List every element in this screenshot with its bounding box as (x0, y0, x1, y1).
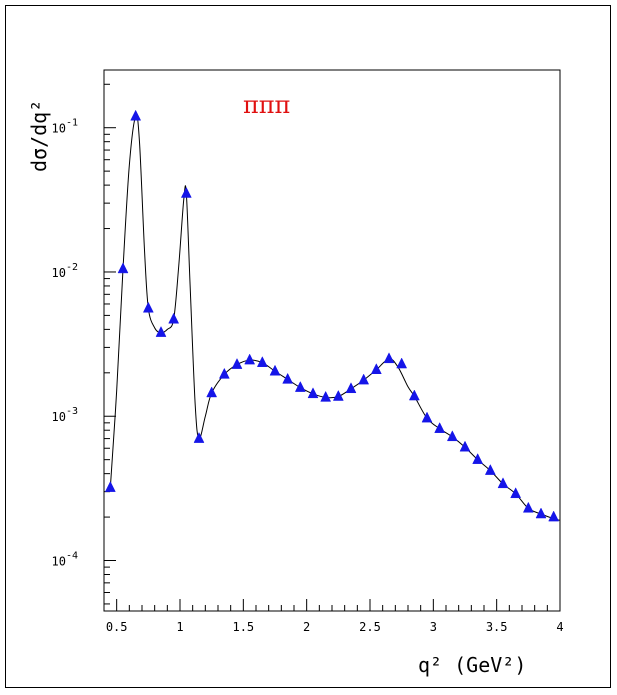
x-tick-labels: 0.5 1 1.5 2 2.5 3 3.5 4 (106, 620, 564, 634)
data-point-marker (130, 109, 142, 121)
series-markers (104, 109, 560, 522)
data-point-marker (231, 358, 243, 369)
data-point-marker (497, 477, 509, 489)
data-point-marker (142, 301, 154, 313)
data-point-marker (332, 389, 344, 401)
data-point-marker (320, 390, 332, 402)
y-tick-labels: 10-1 10-2 10-3 10-4 (52, 118, 79, 569)
figure-frame (5, 5, 611, 688)
data-point-marker (383, 352, 395, 364)
y-tick-label: 10-1 (52, 118, 79, 136)
data-point-marker (472, 453, 484, 464)
data-point-marker (307, 387, 319, 399)
data-point-marker (244, 353, 256, 365)
data-point-marker (370, 363, 382, 375)
chart-annotation: πππ (243, 91, 290, 119)
data-point-marker (282, 372, 294, 384)
data-point-marker (408, 389, 420, 401)
data-point-marker (168, 312, 180, 324)
data-point-marker (206, 386, 218, 398)
x-tick-label: 4 (556, 620, 563, 634)
data-point-marker (218, 367, 230, 379)
x-tick-label: 2.5 (359, 620, 381, 634)
x-tick-label: 3.5 (486, 620, 508, 634)
y-tick-label: 10-3 (52, 406, 79, 424)
x-tick-label: 3 (430, 620, 437, 634)
data-point-marker (459, 440, 471, 452)
data-point-marker (345, 382, 357, 394)
x-tick-label: 0.5 (106, 620, 128, 634)
x-tick-label: 1.5 (232, 620, 254, 634)
data-point-marker (104, 481, 116, 492)
data-point-marker (294, 381, 306, 392)
data-point-marker (535, 507, 547, 519)
plot-frame (103, 69, 561, 612)
data-point-marker (510, 487, 522, 499)
data-point-marker (434, 422, 446, 433)
data-point-marker (117, 262, 129, 274)
data-point-marker (256, 356, 268, 367)
data-point-marker (421, 411, 433, 423)
series-curve (109, 114, 561, 521)
y-tick-label: 10-4 (52, 551, 79, 569)
x-tick-label: 2 (303, 620, 310, 634)
data-point-marker (180, 186, 192, 198)
data-point-marker (193, 432, 205, 443)
data-point-marker (358, 373, 370, 385)
y-axis-title: dσ/dq² (27, 100, 51, 172)
x-axis-title: q² (GeV²) (418, 653, 526, 677)
axis-ticks (103, 83, 561, 611)
data-point-marker (269, 364, 281, 376)
plot-area (103, 69, 561, 612)
data-point-marker (155, 326, 167, 337)
x-tick-label: 1 (176, 620, 183, 634)
y-tick-label: 10-2 (52, 262, 79, 280)
data-point-marker (446, 430, 458, 442)
data-point-marker (548, 510, 560, 522)
data-point-marker (484, 464, 496, 475)
data-point-marker (522, 501, 534, 513)
data-point-marker (396, 357, 408, 369)
